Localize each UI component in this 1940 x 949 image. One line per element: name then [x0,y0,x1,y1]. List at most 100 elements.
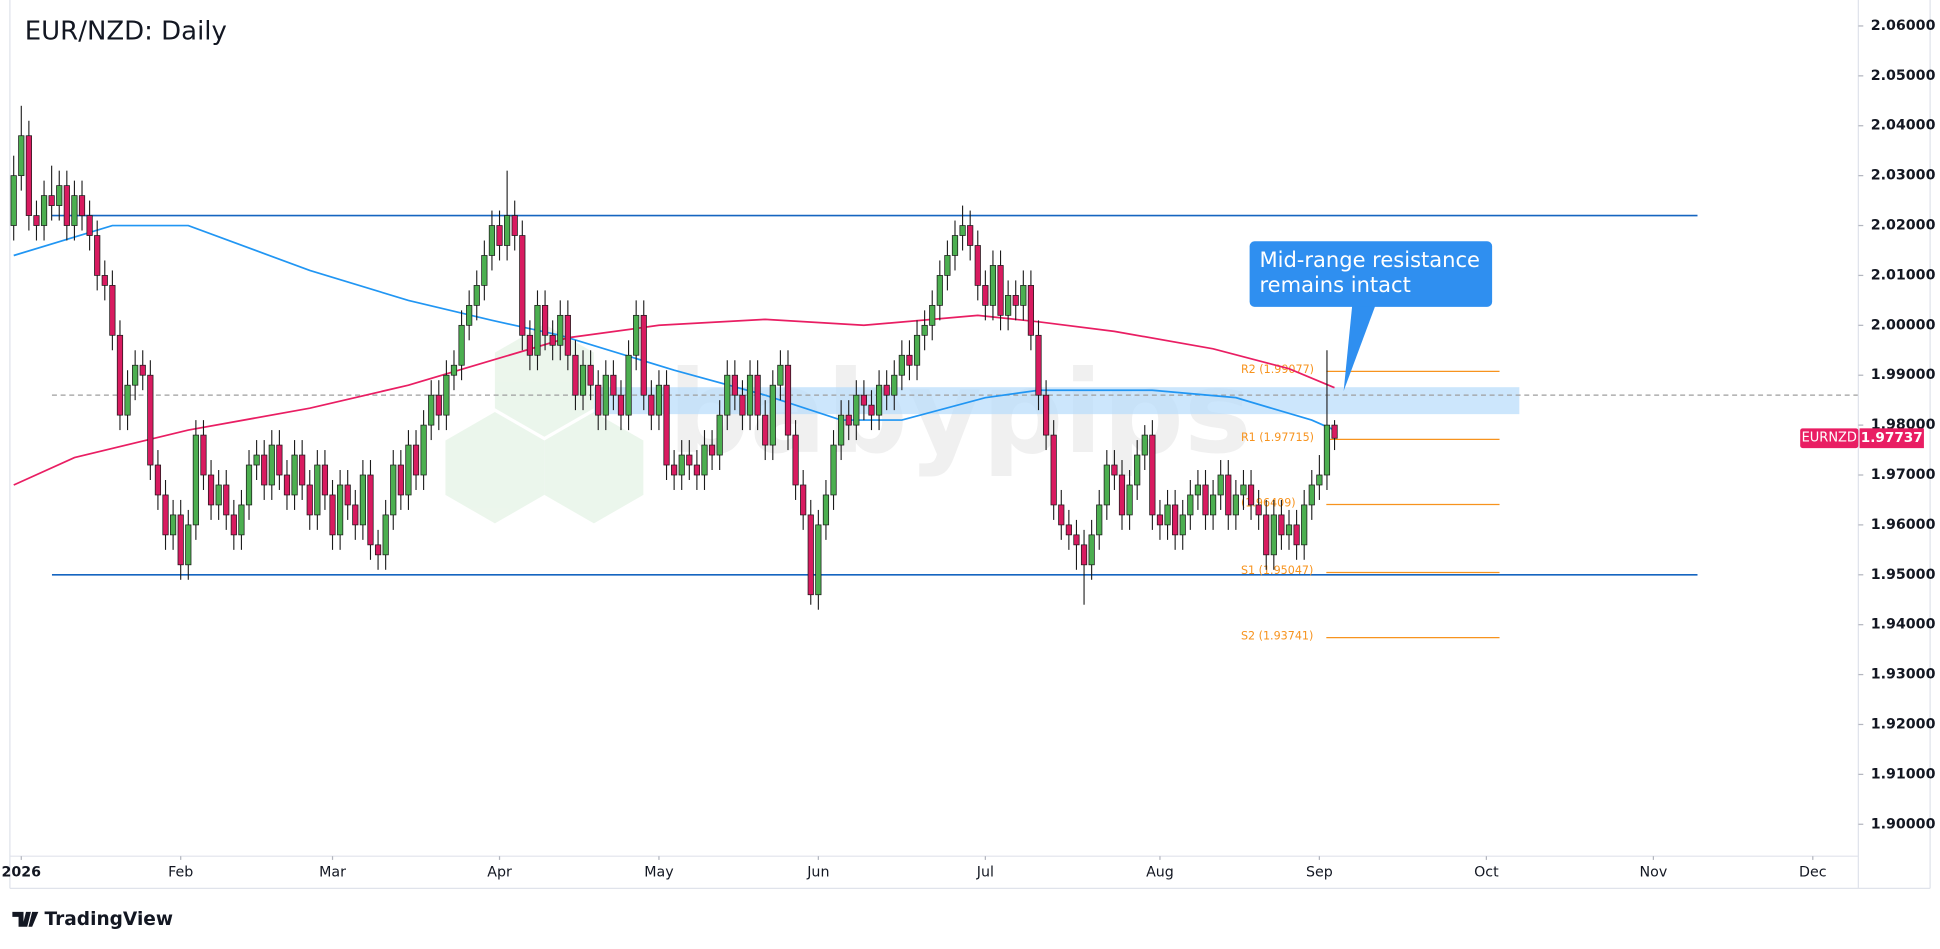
candle-body [1225,474,1232,516]
candle-body [1331,424,1338,439]
candle-body [838,414,845,446]
candle-body [1134,454,1141,486]
y-tick-label: 1.97000 [1871,467,1936,483]
candle-body [170,514,177,536]
callout-text: remains intact [1260,272,1411,297]
candle-body [1202,484,1209,516]
candle-body [481,255,488,286]
y-tick-label: 1.92000 [1871,716,1936,732]
candle-body [71,195,78,226]
candle-body [1285,524,1293,536]
candle-body [526,334,533,356]
candle-body [951,235,959,256]
x-tick-label: May [644,864,673,880]
candle-body [671,464,678,476]
candle-body [116,334,124,416]
candle-body [686,454,693,466]
candle-body [1027,285,1035,336]
candle-body [564,314,571,356]
candle-body [56,185,63,206]
candle-body [807,514,814,596]
price-label: 1.97737 [1861,430,1923,446]
symbol-tag [1800,428,1859,449]
candle-body [648,394,655,416]
candle-body [238,504,245,536]
chart-title: EUR/NZD: Daily [25,17,227,47]
candle-body [1232,494,1239,516]
candle-body [291,454,298,496]
candle-body [1255,504,1262,516]
candle-body [891,374,898,396]
price-tag [1859,428,1924,449]
candle-body [602,374,609,416]
candle-body [1301,504,1308,546]
candle-body [63,185,70,226]
candle-body [33,215,40,226]
candle-body [906,354,913,366]
candle-body [1088,534,1095,566]
candle-body [663,384,670,466]
candle-body [1042,394,1050,436]
candle-body [724,374,731,416]
candle-body [443,374,450,416]
candle-body [390,464,397,516]
candle-body [488,225,496,256]
candle-body [245,464,253,506]
candle-body [769,384,776,446]
candle-body [1126,484,1133,516]
y-tick-label: 2.05000 [1871,68,1936,84]
candle-body [306,484,313,516]
candle-body [1270,514,1277,556]
candle-body [283,474,291,496]
y-tick-label: 1.91000 [1871,766,1936,782]
candle-body [868,404,875,416]
candle-body [1141,434,1148,456]
candle-body [898,354,905,376]
candle-body [845,414,852,426]
candle-body [875,384,883,416]
plot-area: R2 (1.99077) R1 (1.97715) (1.96409) S1 (1.9… [10,105,1859,642]
candle-body [253,454,260,466]
x-tick-label: Nov [1639,864,1667,880]
candle-body [48,195,55,206]
moving-average [13,224,1335,431]
candle-body [466,304,473,326]
y-tick-label: 2.01000 [1871,267,1936,283]
y-tick-label: 1.99000 [1871,367,1936,383]
candle-body [640,314,647,396]
logo-icon [12,911,39,927]
candle-body [352,504,359,526]
candle-body [655,384,663,416]
candle-body [299,454,306,486]
x-tick-label: Apr [487,864,512,880]
candle-body [762,414,769,446]
candle-body [382,514,389,556]
candle-body [412,444,420,476]
candle-body [1012,295,1019,306]
candle-body [936,275,943,306]
candle-body [101,275,108,286]
candle-body [1240,484,1247,496]
candle-body [10,175,17,226]
candle-body [815,524,822,596]
y-tick-label: 1.96000 [1871,517,1936,533]
candle-body [40,195,48,226]
candle-body [367,474,374,546]
y-tick-label: 1.90000 [1871,816,1936,832]
candle-body [944,255,951,276]
candle-body [693,464,700,476]
x-tick-label: 2026 [1,864,41,880]
y-tick-label: 2.06000 [1871,18,1936,34]
candle-body [78,195,86,216]
candle-body [132,364,139,386]
footer-brand: TradingView [45,909,174,930]
candle-body [1118,474,1126,516]
candle-body [1050,434,1057,506]
candle-body [473,285,480,306]
candle-body [534,304,541,356]
candle-body [374,544,382,556]
candle-body [397,464,404,496]
x-tick-label: Sep [1306,864,1333,880]
candle-body [1172,504,1179,536]
